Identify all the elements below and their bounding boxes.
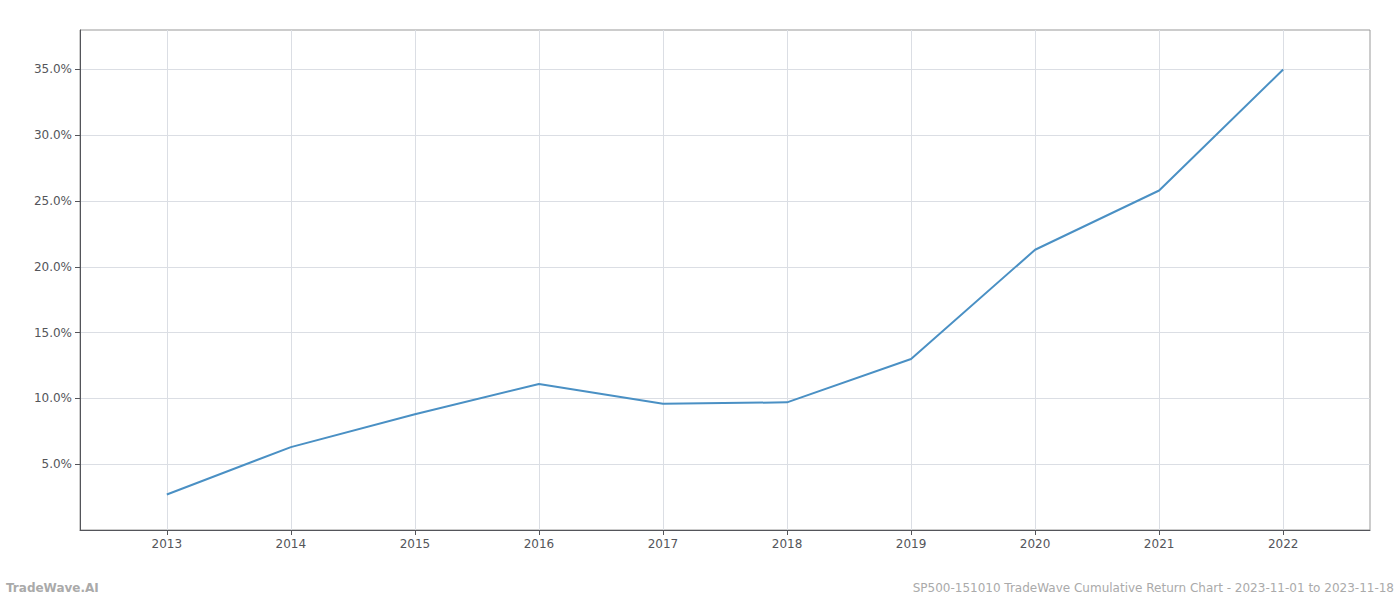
svg-text:2019: 2019	[896, 537, 927, 551]
svg-text:2022: 2022	[1268, 537, 1299, 551]
svg-text:2014: 2014	[276, 537, 307, 551]
svg-text:2020: 2020	[1020, 537, 1051, 551]
svg-text:5.0%: 5.0%	[42, 457, 73, 471]
svg-text:2021: 2021	[1144, 537, 1175, 551]
svg-text:25.0%: 25.0%	[34, 194, 72, 208]
svg-text:35.0%: 35.0%	[34, 62, 72, 76]
svg-text:2016: 2016	[524, 537, 555, 551]
svg-text:30.0%: 30.0%	[34, 128, 72, 142]
svg-text:2013: 2013	[152, 537, 183, 551]
svg-text:10.0%: 10.0%	[34, 391, 72, 405]
svg-text:20.0%: 20.0%	[34, 260, 72, 274]
svg-text:2017: 2017	[648, 537, 679, 551]
svg-text:SP500-151010 TradeWave Cumulat: SP500-151010 TradeWave Cumulative Return…	[913, 581, 1394, 595]
svg-text:15.0%: 15.0%	[34, 326, 72, 340]
svg-text:2018: 2018	[772, 537, 803, 551]
svg-text:TradeWave.AI: TradeWave.AI	[6, 581, 99, 595]
svg-text:2015: 2015	[400, 537, 431, 551]
